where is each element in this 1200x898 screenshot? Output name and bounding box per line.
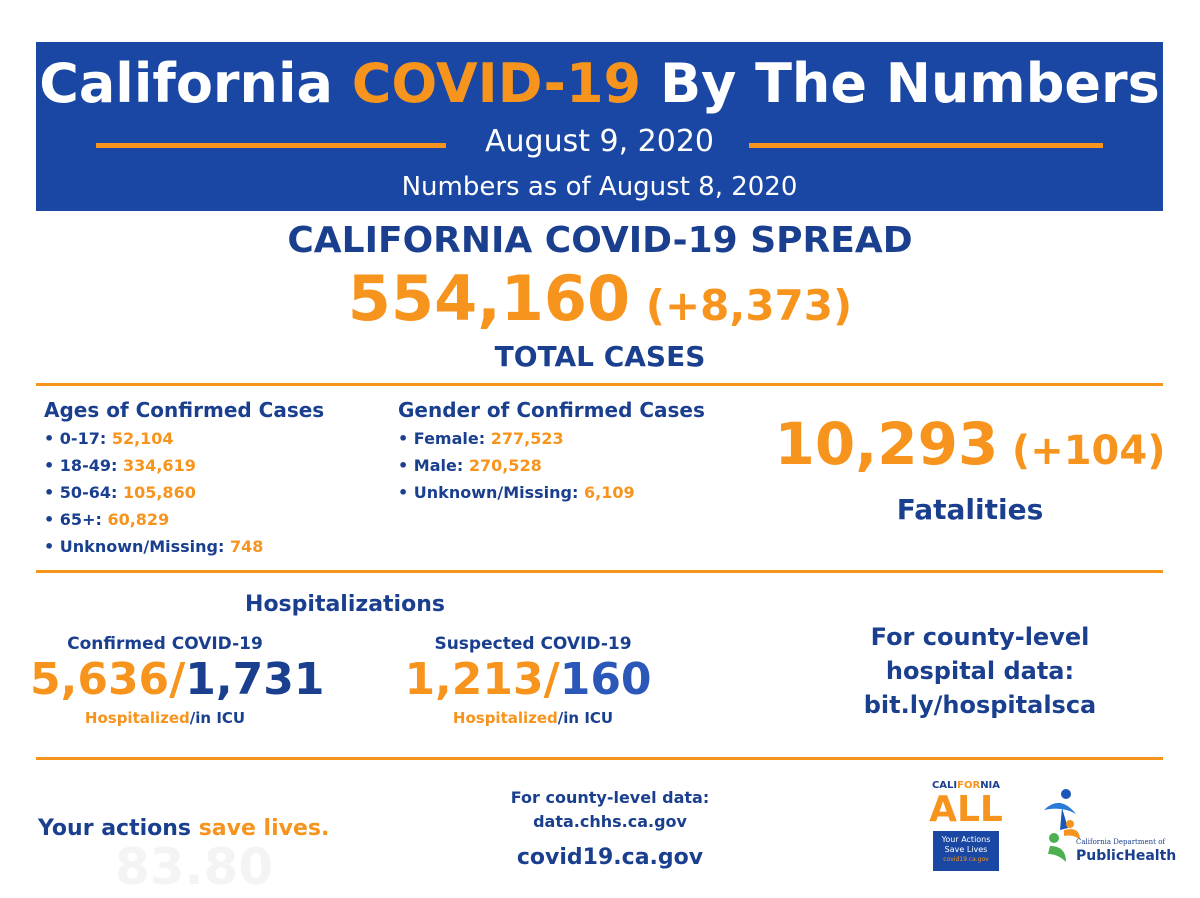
ages-title: Ages of Confirmed Cases <box>44 398 325 422</box>
california-all-logo: CALIFORNIA ALL Your Actions Save Lives c… <box>928 780 1004 880</box>
gender-item: • Male: 270,528 <box>398 456 542 475</box>
county-data-link[interactable]: data.chhs.ca.gov <box>533 812 687 831</box>
gender-item: • Female: 277,523 <box>398 429 564 448</box>
header-rule-left <box>96 143 446 148</box>
report-date: August 9, 2020 <box>484 124 715 159</box>
confirmed-numbers: 5,636/1,731 <box>30 654 325 705</box>
cdph-logo: California Department of PublicHealth <box>1040 784 1176 880</box>
confirmed-label: Hospitalized/in ICU <box>84 709 246 727</box>
total-cases-row: 554,160 (+8,373) <box>0 262 1200 335</box>
ages-section: Ages of Confirmed Cases • 0-17: 52,104 •… <box>44 398 324 560</box>
header-banner: California COVID-19 By The Numbers Augus… <box>36 42 1163 211</box>
fatalities-label: Fatalities <box>896 493 1044 526</box>
ages-item: • 50-64: 105,860 <box>44 483 196 502</box>
county-data-note: For county-level data: data.chhs.ca.gov <box>460 786 760 834</box>
ages-item: • 0-17: 52,104 <box>44 429 174 448</box>
fatalities-number: 10,293 <box>774 410 999 478</box>
gender-list: • Female: 277,523 • Male: 270,528 • Unkn… <box>398 425 705 506</box>
suspected-hospitalized: 1,213 <box>404 654 544 705</box>
ages-item: • 18-49: 334,619 <box>44 456 196 475</box>
as-of-date: Numbers as of August 8, 2020 <box>401 172 798 202</box>
suspected-icu: 160 <box>559 654 652 705</box>
confirmed-hospitalized: 5,636 <box>30 654 170 705</box>
suspected-numbers: 1,213/160 <box>404 654 652 705</box>
fatalities-row: 10,293 (+104) <box>770 410 1170 478</box>
total-cases-number: 554,160 <box>347 262 631 335</box>
total-cases-change: (+8,373) <box>645 281 853 330</box>
ages-item: • Unknown/Missing: 748 <box>44 537 264 556</box>
confirmed-heading: Confirmed COVID-19 <box>67 634 263 654</box>
confirmed-icu: 1,731 <box>185 654 325 705</box>
fatalities-change: (+104) <box>1011 428 1166 474</box>
site-link[interactable]: covid19.ca.gov <box>516 845 704 870</box>
cdph-figure-icon <box>1044 789 1080 862</box>
title-highlight: COVID-19 <box>351 52 642 115</box>
divider-1 <box>36 383 1163 386</box>
ages-item: • 65+: 60,829 <box>44 510 170 529</box>
spread-heading: CALIFORNIA COVID-19 SPREAD <box>287 220 913 261</box>
gender-title: Gender of Confirmed Cases <box>398 398 705 422</box>
gender-item: • Unknown/Missing: 6,109 <box>398 483 635 502</box>
ghost-number: 83.80 <box>115 838 274 896</box>
divider-3 <box>36 757 1163 760</box>
page-title: California COVID-19 By The Numbers <box>36 52 1163 115</box>
suspected-label: Hospitalized/in ICU <box>452 709 614 727</box>
divider-2 <box>36 570 1163 573</box>
suspected-heading: Suspected COVID-19 <box>434 634 632 654</box>
tagline: Your actions save lives. <box>38 816 330 841</box>
county-hospital-note: For county-level hospital data: bit.ly/h… <box>820 620 1140 722</box>
gender-section: Gender of Confirmed Cases • Female: 277,… <box>398 398 705 506</box>
header-rule-right <box>749 143 1103 148</box>
hospitalizations-title: Hospitalizations <box>245 592 445 617</box>
title-part-1: California <box>39 52 333 115</box>
hospital-data-link[interactable]: bit.ly/hospitalsca <box>863 691 1097 719</box>
total-cases-label: TOTAL CASES <box>494 340 706 373</box>
ages-list: • 0-17: 52,104 • 18-49: 334,619 • 50-64:… <box>44 425 324 560</box>
title-part-2: By The Numbers <box>659 52 1160 115</box>
